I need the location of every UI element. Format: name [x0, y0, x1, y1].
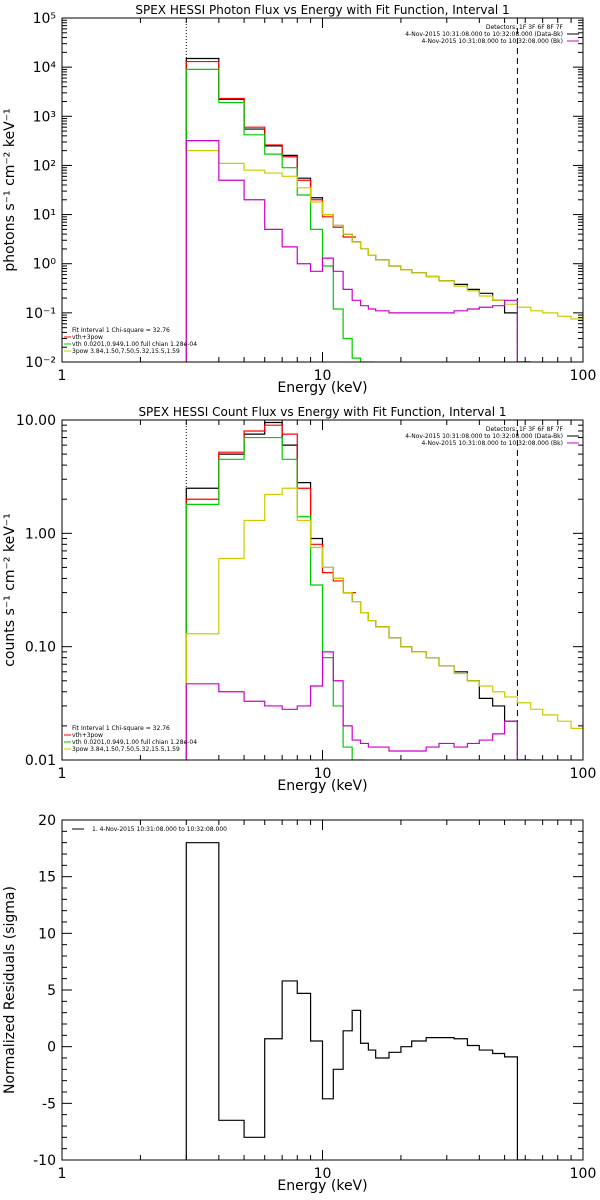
y-tick-label: 10⁴ [33, 60, 57, 76]
legend-top-entry: Detectors: 1F 3F 6F 8F 7F [486, 426, 564, 433]
x-tick-label: 100 [570, 368, 597, 384]
series-line-5 [185, 140, 531, 362]
x-axis: 1 10 100 Energy (keV) [58, 18, 597, 396]
y-tick-label: 0.01 [25, 753, 56, 769]
y-tick-label: 1.00 [25, 526, 56, 542]
series-line-1 [185, 421, 531, 760]
x-tick-label: 10 [314, 766, 332, 782]
series-line-2 [185, 60, 356, 362]
legend-top-entry: 4-Nov-2015 10:31:08.000 to 10:32:08.000 … [405, 31, 563, 38]
legend-bottom-entry: vth+3pow [72, 732, 103, 739]
legend-top-entry: 4-Nov-2015 10:31:08.000 to 10:32:08.000 … [421, 38, 563, 45]
series-line-4 [185, 487, 583, 760]
legend-top-entry: Detectors: 1F 3F 6F 8F 7F [486, 24, 564, 31]
x-tick-label: 1 [58, 766, 67, 782]
y-axis: -10 -5 0 5 10 15 20 Normalized Residuals (sigma… [2, 813, 583, 1169]
y-tick-label: 15 [38, 870, 56, 886]
chart-title: SPEX HESSI Photon Flux vs Energy with Fi… [135, 3, 509, 17]
y-tick-label: 10⁵ [33, 11, 56, 27]
plot-frame [61, 17, 584, 363]
series-group [185, 421, 583, 760]
x-tick-label: 1 [58, 368, 67, 384]
y-tick-label: 10 [38, 926, 56, 942]
y-tick-label: -5 [42, 1096, 56, 1112]
y-tick-label: 10⁻² [25, 355, 56, 371]
legend-bottom-entry: 3pow 3.84,1.50,7.50,5.32,15.5,1.59 [72, 746, 180, 753]
x-tick-label: 100 [570, 766, 597, 782]
y-axis-label: Normalized Residuals (sigma) [2, 886, 18, 1094]
chart-title: SPEX HESSI Count Flux vs Energy with Fit… [138, 405, 506, 419]
y-axis-label: counts s⁻¹ cm⁻² keV⁻¹ [2, 513, 18, 667]
chart-panel-1: SPEX HESSI Photon Flux vs Energy with Fi… [2, 3, 596, 396]
legend-bottom-entry: vth 0.0201,0.949,1.00 full chian 1.28e-0… [72, 739, 197, 746]
y-tick-label: 20 [38, 813, 56, 829]
legend-bottom-entry: vth+3pow [72, 334, 103, 341]
chart-panel-2: SPEX HESSI Count Flux vs Energy with Fit… [2, 405, 596, 794]
series-group [185, 842, 531, 1160]
legend-bottom-entry: Fit Interval 1 Chi-square = 32.76 [72, 725, 170, 732]
x-axis: 1 10 100 Energy (keV) [58, 420, 597, 794]
x-axis-label: Energy (keV) [277, 1178, 367, 1194]
y-axis-label: photons s⁻¹ cm⁻² keV⁻¹ [2, 108, 18, 271]
y-tick-label: 5 [47, 983, 56, 999]
chart-panel-3: 1 10 100 Energy (keV) -10 -5 0 5 10 15 20 Normalize… [2, 813, 596, 1194]
x-axis-label: Energy (keV) [277, 380, 367, 396]
x-tick-label: 1 [58, 1166, 67, 1182]
y-tick-label: 10¹ [33, 208, 56, 224]
series-line-3 [185, 436, 366, 760]
y-tick-label: 0 [47, 1040, 56, 1056]
legend-top-entry: 4-Nov-2015 10:31:08.000 to 10:32:08.000 … [421, 440, 563, 447]
legend-bottom-entry: vth 0.0201,0.949,1.00 full chian 1.28e-0… [72, 341, 197, 348]
legend-bottom-entry: 3pow 3.84,1.50,7.50,5.32,15.5,1.59 [72, 348, 180, 355]
legend-top-entry: 4-Nov-2015 10:31:08.000 to 10:32:08.000 … [405, 433, 563, 440]
y-tick-label: 0.10 [25, 640, 56, 656]
x-tick-label: 10 [314, 1166, 332, 1182]
series-line-3 [185, 68, 374, 362]
y-axis: 10⁻² 10⁻¹ 10⁰ 10¹ 10² 10³ 10⁴ 10⁵ photons s⁻¹ cm… [2, 11, 583, 371]
legend-top-entry: 1. 4-Nov-2015 10:31:08.000 to 10:32:08.0… [92, 826, 227, 833]
plot-frame [61, 419, 584, 761]
series-line-5 [185, 651, 531, 760]
x-axis-label: Energy (keV) [277, 778, 367, 794]
plot-frame [61, 819, 584, 1161]
series-line-1 [185, 57, 531, 362]
y-tick-label: 10² [33, 158, 56, 174]
y-tick-label: 10⁰ [33, 257, 57, 273]
x-tick-label: 10 [314, 368, 332, 384]
series-line-4 [185, 150, 583, 362]
y-tick-label: 10.00 [16, 413, 56, 429]
legend-bottom-entry: Fit Interval 1 Chi-square = 32.76 [72, 327, 170, 334]
x-tick-label: 100 [570, 1166, 597, 1182]
series-group [185, 57, 583, 362]
x-axis: 1 10 100 Energy (keV) [58, 820, 597, 1194]
series-line-1 [185, 842, 531, 1160]
y-axis: 0.01 0.10 1.00 10.00 counts s⁻¹ cm⁻² keV⁻¹ [2, 413, 583, 769]
series-line-2 [185, 424, 356, 760]
y-tick-label: 10⁻¹ [25, 306, 56, 322]
y-tick-label: -10 [33, 1153, 56, 1169]
y-tick-label: 10³ [33, 109, 56, 125]
